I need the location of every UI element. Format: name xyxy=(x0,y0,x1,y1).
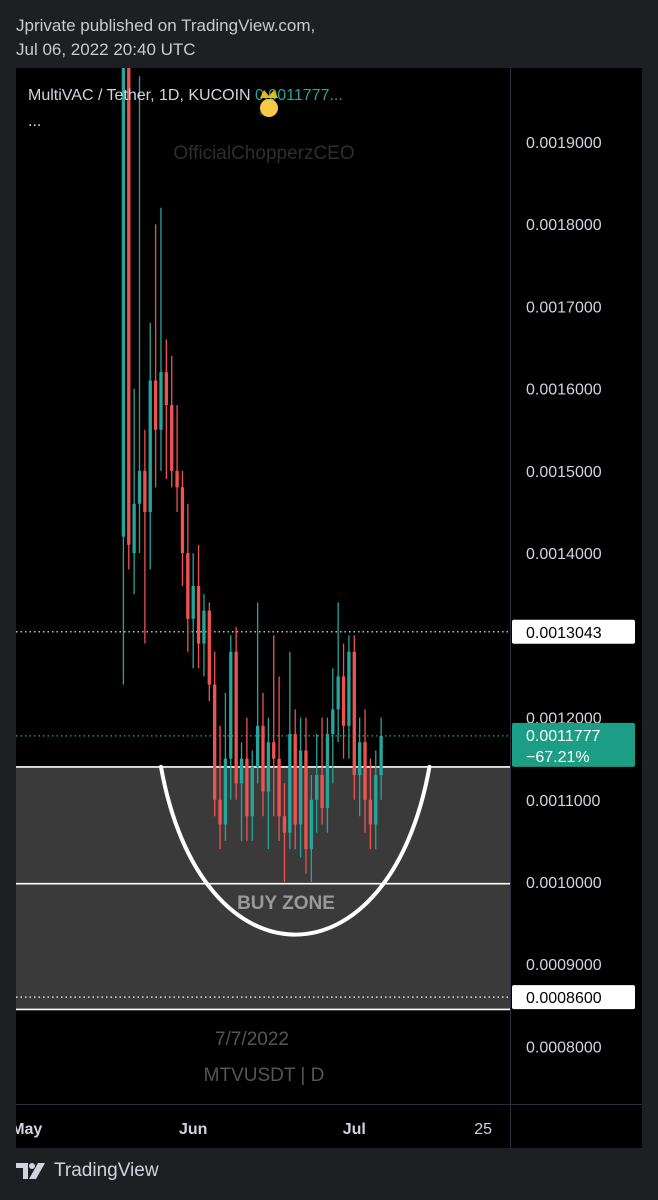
x-tick-label-1: Jun xyxy=(179,1121,207,1138)
candle-body-1 xyxy=(127,68,131,545)
y-tick-label-10: 0.0008000 xyxy=(526,1039,602,1056)
publisher-line: Jprivate published on TradingView.com, xyxy=(16,16,316,35)
y-tick-label-8: 0.0010000 xyxy=(526,875,602,892)
price-label-2: 0.0008600 xyxy=(526,990,602,1007)
candle-body-48 xyxy=(379,735,383,776)
x-tick-label-3: 25 xyxy=(474,1121,492,1138)
y-tick-label-1: 0.0018000 xyxy=(526,217,602,234)
candle-body-10 xyxy=(175,470,179,488)
candle-body-37 xyxy=(320,775,324,808)
candle-body-3 xyxy=(137,470,142,504)
candle-body-25 xyxy=(255,725,260,767)
candle-body-8 xyxy=(164,372,169,406)
candle-body-16 xyxy=(207,610,211,685)
price-label-bg-0 xyxy=(512,619,635,644)
crown-emoji-icon xyxy=(260,90,278,117)
candle-body-33 xyxy=(298,750,303,825)
candle-body-41 xyxy=(341,676,346,726)
candle-body-0 xyxy=(121,68,126,537)
cup-layer: BUY ZONE xyxy=(158,764,432,937)
y-tick-label-9: 0.0009000 xyxy=(526,957,602,974)
y-tick-label-4: 0.0015000 xyxy=(526,464,602,481)
candle-body-15 xyxy=(202,610,206,644)
candle-body-19 xyxy=(223,758,228,825)
crown-face xyxy=(260,99,278,117)
legend-more: ... xyxy=(28,113,41,130)
candle-body-6 xyxy=(153,380,158,430)
candle-body-47 xyxy=(374,775,378,825)
candle-body-21 xyxy=(234,651,238,784)
candle-body-34 xyxy=(304,750,308,850)
candles-layer xyxy=(121,68,383,882)
symbol-legend: MultiVAC / Tether, 1D, KUCOIN 0.0011777.… xyxy=(28,87,343,104)
y-tick-label-0: 0.0019000 xyxy=(526,135,602,152)
candle-body-39 xyxy=(331,709,335,734)
x-tick-label-0: May xyxy=(16,1121,42,1138)
cup-curve xyxy=(158,764,432,937)
price-label-bg-1 xyxy=(512,722,635,767)
candle-body-14 xyxy=(196,586,201,644)
candle-body-24 xyxy=(250,766,254,817)
candle-body-11 xyxy=(180,487,185,554)
candle-body-12 xyxy=(186,553,190,619)
candle-body-20 xyxy=(229,651,233,759)
y-tick-label-2: 0.0017000 xyxy=(526,299,602,316)
candle-body-46 xyxy=(368,799,373,825)
candle-body-4 xyxy=(143,470,147,512)
candle-body-5 xyxy=(148,380,152,512)
candle-body-27 xyxy=(266,742,271,792)
axes-layer: 0.0019000 0.0018000 0.0017000 0.0016000 0.00… xyxy=(16,68,642,1148)
symbol-line: MultiVAC / Tether, 1D, KUCOIN xyxy=(28,87,255,104)
candle-body-29 xyxy=(277,758,281,817)
candle-body-7 xyxy=(159,372,163,430)
legend-layer: MultiVAC / Tether, 1D, KUCOIN 0.0011777.… xyxy=(28,87,343,130)
watermark-user: OfficialChopperzCEO xyxy=(173,143,354,164)
candle-body-22 xyxy=(239,758,244,784)
tradingview-logo-icon xyxy=(16,1163,45,1179)
crown-top xyxy=(260,90,278,98)
price-label-bg-2 xyxy=(512,985,635,1010)
x-tick-label-2: Jul xyxy=(343,1121,366,1138)
publish-header: Jprivate published on TradingView.com, J… xyxy=(16,14,315,62)
candle-body-38 xyxy=(325,734,330,808)
candle-body-28 xyxy=(272,742,276,759)
candle-body-13 xyxy=(191,586,195,619)
price-label-1: 0.0011777 xyxy=(526,728,601,745)
candle-body-36 xyxy=(315,775,319,800)
y-tick-label-7: 0.0011000 xyxy=(526,793,601,810)
brand-name: TradingView xyxy=(54,1160,159,1181)
candle-body-40 xyxy=(336,676,340,710)
candle-body-43 xyxy=(352,651,356,776)
candle-body-31 xyxy=(288,734,292,833)
price-label-0: 0.0013043 xyxy=(526,625,602,642)
footer-brand[interactable]: TradingView xyxy=(16,1160,159,1182)
publish-date: Jul 06, 2022 20:40 UTC xyxy=(16,40,196,59)
candle-body-26 xyxy=(261,725,265,792)
candle-body-32 xyxy=(293,734,297,825)
candle-body-42 xyxy=(347,651,351,726)
candle-body-45 xyxy=(363,742,367,800)
candle-body-2 xyxy=(132,503,136,554)
candle-body-23 xyxy=(245,758,249,817)
candle-body-17 xyxy=(213,684,217,800)
buy-zone-label: BUY ZONE xyxy=(237,893,335,914)
candle-body-30 xyxy=(282,816,287,833)
candle-body-18 xyxy=(218,799,222,825)
candle-body-44 xyxy=(357,742,362,776)
price-change-label: −67.21% xyxy=(526,749,590,766)
legend-last-price: 0.0011777... xyxy=(255,87,343,104)
y-tick-label-5: 0.0014000 xyxy=(526,546,602,563)
y-tick-label-3: 0.0016000 xyxy=(526,382,602,399)
watermark-symbol: MTVUSDT | D xyxy=(204,1065,325,1086)
candle-body-35 xyxy=(309,799,313,850)
watermark-date: 7/7/2022 xyxy=(215,1029,289,1050)
candle-body-9 xyxy=(170,405,174,471)
